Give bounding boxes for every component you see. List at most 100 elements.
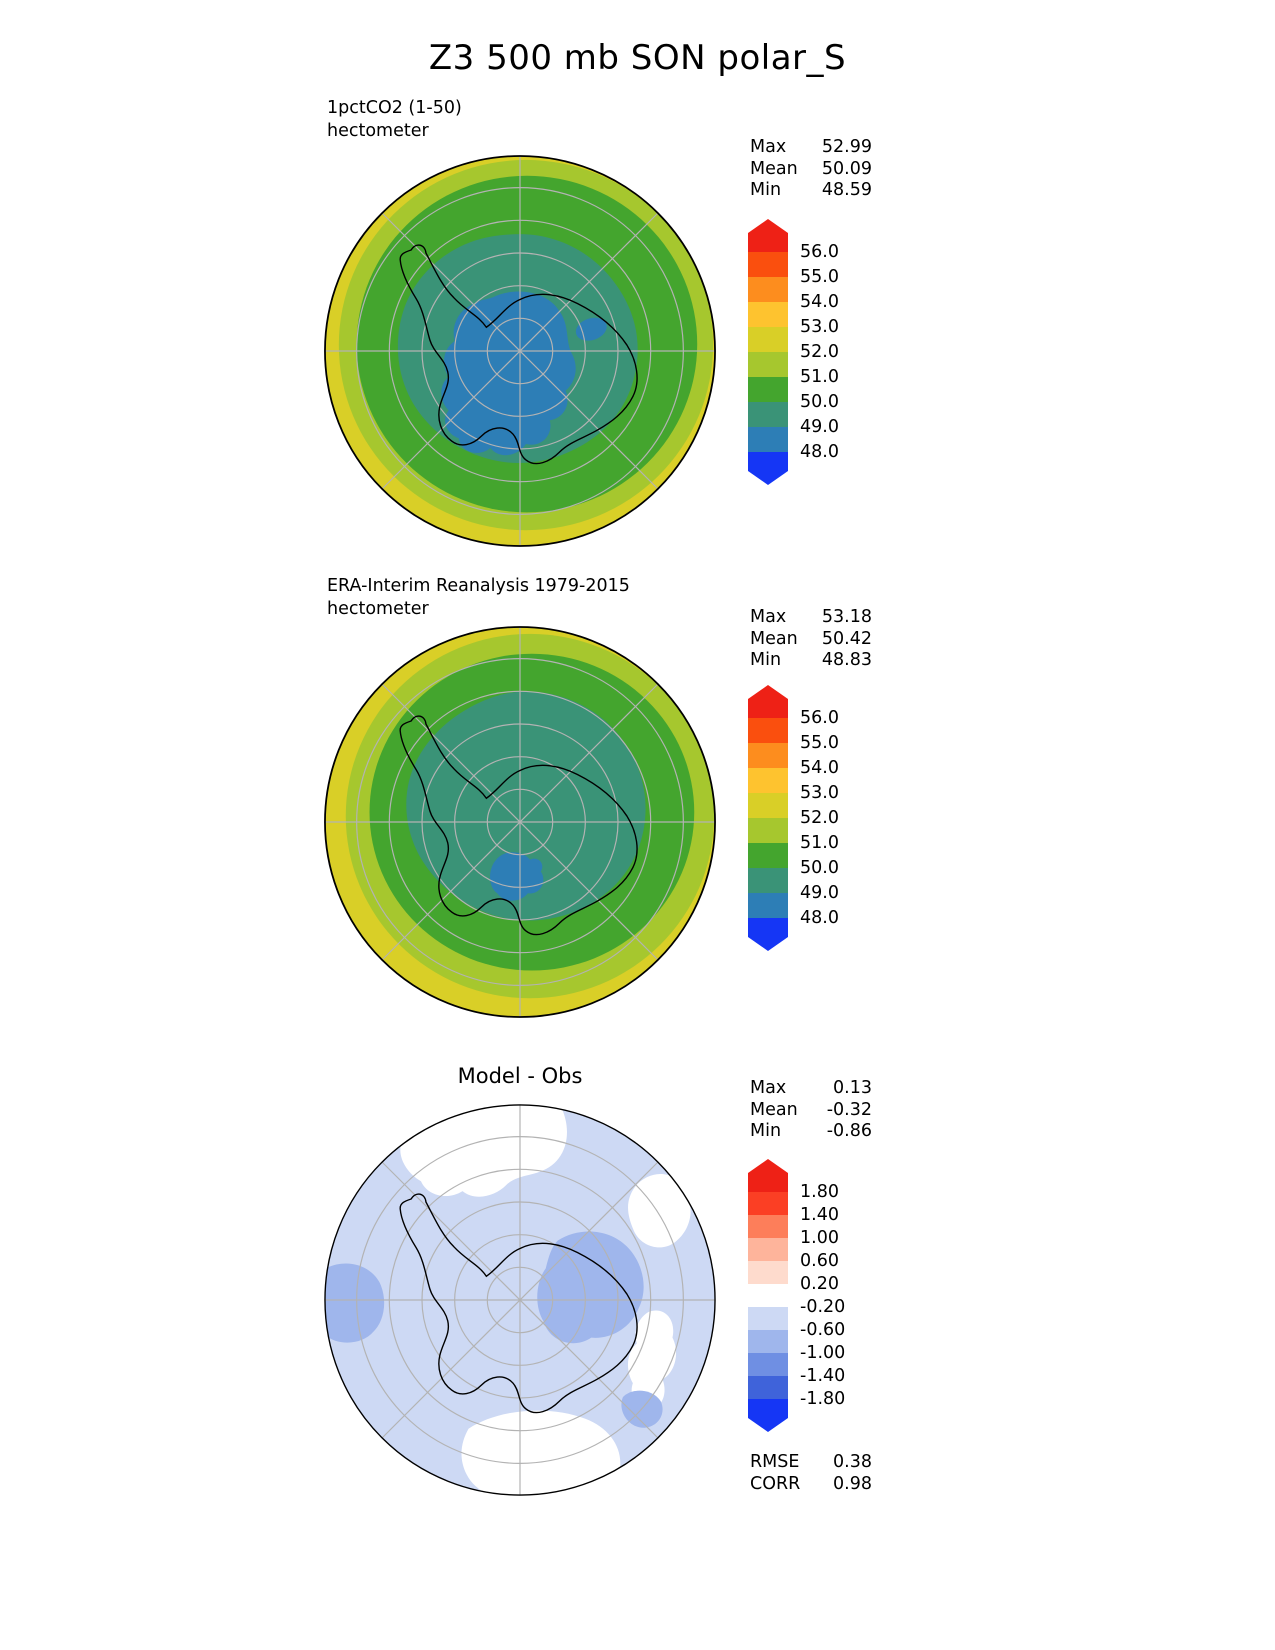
stat-label: Max [750,137,787,157]
map3-region-strong-negative-west [324,1263,385,1343]
antarctica-coastline [399,1193,638,1414]
panel2-stats: Max 53.18 Mean 50.42 Min 48.83 [750,607,872,672]
panel2-stat-mean: Mean 50.42 [750,629,872,651]
stat-label: Max [750,607,787,627]
map-border [324,155,716,547]
metric-value: 0.98 [833,1473,872,1494]
colorbar-arrow-top [748,219,788,252]
colorbar-arrow-top [748,1159,788,1192]
map-border [324,1104,716,1496]
panel3-stat-min: Min -0.86 [750,1121,872,1143]
colorbar-segment [748,793,788,819]
stat-value: 50.42 [821,628,872,649]
map3-region-nearzero-bottom [461,1410,621,1496]
colorbar-tick-label: 49.0 [800,883,839,903]
map3-region-nearzero-right [627,1310,677,1410]
panel2-case-label: ERA-Interim Reanalysis 1979-2015 [327,576,630,596]
panel2-stat-max: Max 53.18 [750,607,872,629]
antarctica-coastline [399,715,638,936]
colorbar-graphic [748,1159,788,1432]
colorbar-segment [748,327,788,353]
colorbar-segment [748,352,788,378]
colorbar-segment [748,1376,788,1400]
colorbar-tick-label: 56.0 [800,242,839,262]
colorbar-tick-label: 50.0 [800,392,839,412]
stat-value: 48.83 [821,650,872,670]
colorbar-arrow-top [748,685,788,718]
stat-label: Mean [750,628,798,649]
panel3-stats: Max 0.13 Mean -0.32 Min -0.86 [750,1078,872,1143]
colorbar-arrow-bottom [748,1399,788,1432]
colorbar-tick-label: 52.0 [800,342,839,362]
colorbar-segment [748,868,788,894]
colorbar-segment [748,1192,788,1216]
panel3-metric-corr: CORR 0.98 [750,1474,872,1496]
graticule [324,626,716,1018]
colorbar-tick-label: 48.0 [800,908,839,928]
colorbar-segment [748,277,788,303]
colorbar-segment [748,843,788,869]
colorbar-tick-label: 1.00 [800,1228,839,1248]
colorbar-segment [748,1261,788,1285]
colorbar-tick-label: 51.0 [800,833,839,853]
panel3-metric-rmse: RMSE 0.38 [750,1452,872,1474]
colorbar-tick-label: -1.00 [800,1343,846,1363]
colorbar-segment [748,427,788,453]
panel3-stat-max: Max 0.13 [750,1078,872,1100]
colorbar-tick-label: 54.0 [800,292,839,312]
colorbar-tick-label: 0.20 [800,1274,839,1294]
colorbar-segment [748,743,788,769]
panel1-colorbar: 56.0 55.0 54.0 53.0 52.0 51.0 50.0 49.0 48.0 [748,218,839,490]
colorbar-tick-label: 49.0 [800,417,839,437]
colorbar-tick-label: 53.0 [800,783,839,803]
colorbar-segment [748,1284,788,1308]
colorbar-segment [748,402,788,428]
map-reanalysis [324,626,716,1018]
stat-value: 53.18 [821,607,872,627]
colorbar-segment [748,818,788,844]
colorbar-tick-label: 52.0 [800,808,839,828]
colorbar-graphic [748,685,788,951]
stat-value: -0.86 [826,1121,872,1141]
stat-label: Min [750,1121,782,1141]
graticule [324,1104,716,1496]
colorbar-tick-label: -1.40 [800,1366,846,1386]
colorbar-segment [748,1238,788,1262]
colorbar-segment [748,252,788,278]
panel1-header: 1pctCO2 (1-50) hectometer [327,97,462,143]
colorbar-segment [748,377,788,403]
map3-region-nearzero-upper-right [628,1174,691,1248]
colorbar-arrow-bottom [748,918,788,951]
metric-label: CORR [750,1473,801,1494]
colorbar-arrow-bottom [748,452,788,485]
panel1-stats: Max 52.99 Mean 50.09 Min 48.59 [750,137,872,202]
metric-label: RMSE [750,1452,800,1472]
colorbar-tick-label: -1.80 [800,1389,846,1409]
colorbar-tick-label: 55.0 [800,733,839,753]
colorbar-tick-label: 56.0 [800,708,839,728]
panel2-header: ERA-Interim Reanalysis 1979-2015 hectome… [327,575,630,621]
stat-value: -0.32 [826,1099,872,1120]
stat-label: Min [750,180,782,200]
colorbar-tick-label: 48.0 [800,442,839,462]
colorbar-segment [748,893,788,919]
panel1-units-label: hectometer [327,121,429,141]
map-model [324,155,716,547]
colorbar-tick-label: -0.20 [800,1297,846,1317]
panel1-stat-max: Max 52.99 [750,137,872,159]
colorbar-tick-label: 50.0 [800,858,839,878]
colorbar-tick-label: 54.0 [800,758,839,778]
colorbar-segment [748,1215,788,1239]
map-border [324,626,716,1018]
stat-value: 0.13 [833,1078,872,1098]
metric-value: 0.38 [833,1452,872,1472]
panel1-case-label: 1pctCO2 (1-50) [327,98,462,118]
panel1-stat-min: Min 48.59 [750,180,872,202]
colorbar-tick-label: 1.40 [800,1205,839,1225]
panel2-units-label: hectometer [327,599,429,619]
graticule [324,155,716,547]
colorbar-tick-label: 1.80 [800,1182,839,1202]
map-difference [324,1104,716,1496]
stat-value: 48.59 [821,180,872,200]
colorbar-segment [748,1353,788,1377]
